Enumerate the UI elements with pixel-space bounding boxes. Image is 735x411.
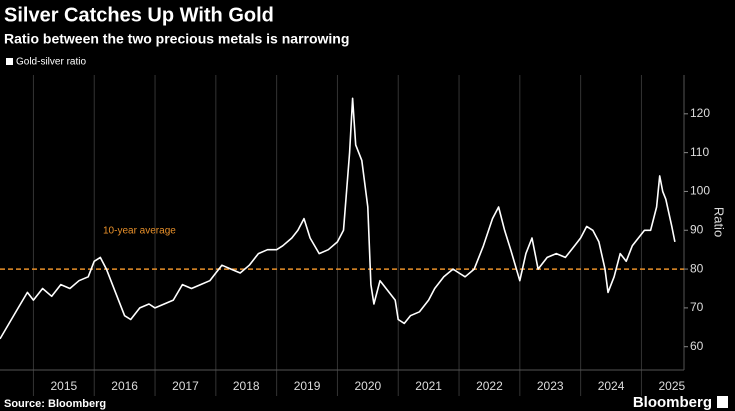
chart-subtitle: Ratio between the two precious metals is… (4, 31, 349, 47)
line-series (0, 97, 676, 340)
legend-swatch (6, 58, 13, 65)
y-tick-label: 70 (690, 300, 704, 314)
source: Source: Bloomberg (4, 398, 106, 410)
y-tick-label: 60 (690, 339, 704, 353)
y-tick-label: 120 (690, 106, 710, 120)
x-tick-label: 2019 (294, 379, 321, 393)
x-tick-label: 2015 (50, 379, 77, 393)
x-tick-label: 2025 (658, 379, 685, 393)
x-tick-label: 2023 (537, 379, 564, 393)
legend-label: Gold-silver ratio (16, 57, 86, 68)
chart-title: Silver Catches Up With Gold (4, 4, 274, 26)
x-tick-label: 2018 (233, 379, 260, 393)
x-tick-label: 2022 (476, 379, 503, 393)
y-tick-label: 90 (690, 222, 704, 236)
y-tick-label: 100 (690, 184, 710, 198)
y-tick-label: 80 (690, 261, 704, 275)
y-axis-label: Ratio (712, 207, 727, 237)
x-tick-label: 2017 (172, 379, 199, 393)
x-tick-label: 2020 (354, 379, 381, 393)
brand: Bloomberg (633, 394, 712, 411)
y-tick-label: 110 (690, 145, 709, 159)
brand-icon (717, 396, 728, 408)
reference-label: 10-year average (103, 226, 176, 237)
x-tick-label: 2021 (415, 379, 442, 393)
x-tick-label: 2024 (598, 379, 625, 393)
x-tick-label: 2016 (111, 379, 138, 393)
